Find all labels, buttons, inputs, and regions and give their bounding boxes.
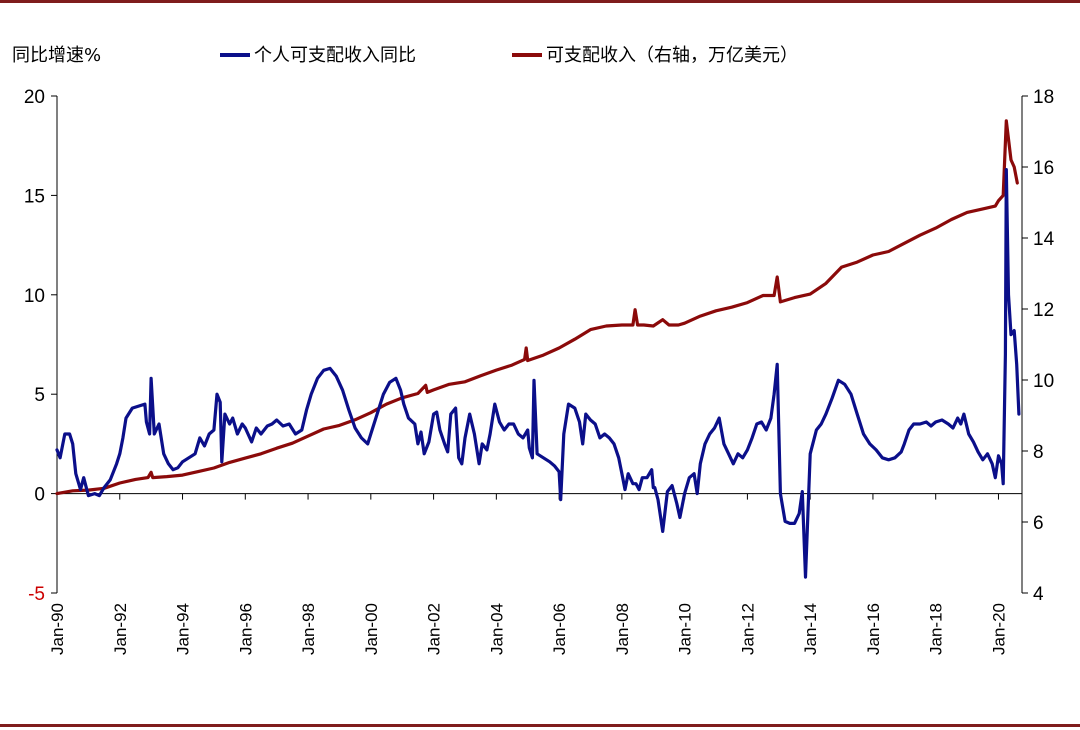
x-tick-label: Jan-96 [236, 603, 255, 655]
left-tick-label: 15 [24, 186, 45, 207]
x-tick-label: Jan-18 [927, 603, 946, 655]
right-tick-label: 14 [1033, 229, 1055, 250]
legend-label-disposable-income: 可支配收入（右轴，万亿美元） [546, 45, 798, 66]
right-tick-label: 8 [1033, 442, 1044, 463]
left-tick-label: 0 [34, 485, 45, 506]
left-tick-label: 20 [24, 87, 45, 108]
series-layer [55, 119, 1021, 579]
series-line-income-yoy [55, 168, 1021, 579]
axes: 20 15 10 5 0 -5 18 16 14 12 10 8 6 4 Jan-90 Jan-92 Jan-9… [24, 87, 1055, 655]
x-tick-label: Jan-00 [362, 603, 381, 655]
right-tick-label: 12 [1033, 300, 1054, 321]
x-tick-label: Jan-94 [174, 603, 193, 655]
right-tick-label: 18 [1033, 87, 1054, 108]
left-axis-title: 同比增速% [12, 45, 101, 66]
left-tick-label: 10 [24, 286, 45, 307]
x-tick-label: Jan-12 [738, 603, 757, 655]
x-tick-label: Jan-10 [676, 603, 695, 655]
right-tick-label: 10 [1033, 371, 1054, 392]
x-tick-label: Jan-04 [487, 603, 506, 655]
legend-label-income-yoy: 个人可支配收入同比 [254, 45, 416, 66]
series-line-disposable-income [55, 119, 1019, 496]
left-tick-label: 5 [34, 385, 45, 406]
right-tick-label: 4 [1033, 584, 1044, 605]
legend: 个人可支配收入同比 可支配收入（右轴，万亿美元） [220, 45, 798, 66]
x-tick-label: Jan-16 [864, 603, 883, 655]
x-tick-label: Jan-06 [550, 603, 569, 655]
top-rule [0, 0, 1080, 3]
x-tick-label: Jan-90 [48, 603, 67, 655]
x-tick-label: Jan-02 [425, 603, 444, 655]
x-tick-label: Jan-14 [801, 603, 820, 655]
x-tick-label: Jan-20 [989, 603, 1008, 655]
right-tick-label: 6 [1033, 513, 1044, 534]
bottom-rule [0, 724, 1080, 727]
left-tick-label: -5 [28, 584, 45, 605]
x-tick-label: Jan-08 [613, 603, 632, 655]
x-tick-label: Jan-98 [299, 603, 318, 655]
x-tick-label: Jan-92 [111, 603, 130, 655]
right-tick-label: 16 [1033, 158, 1054, 179]
